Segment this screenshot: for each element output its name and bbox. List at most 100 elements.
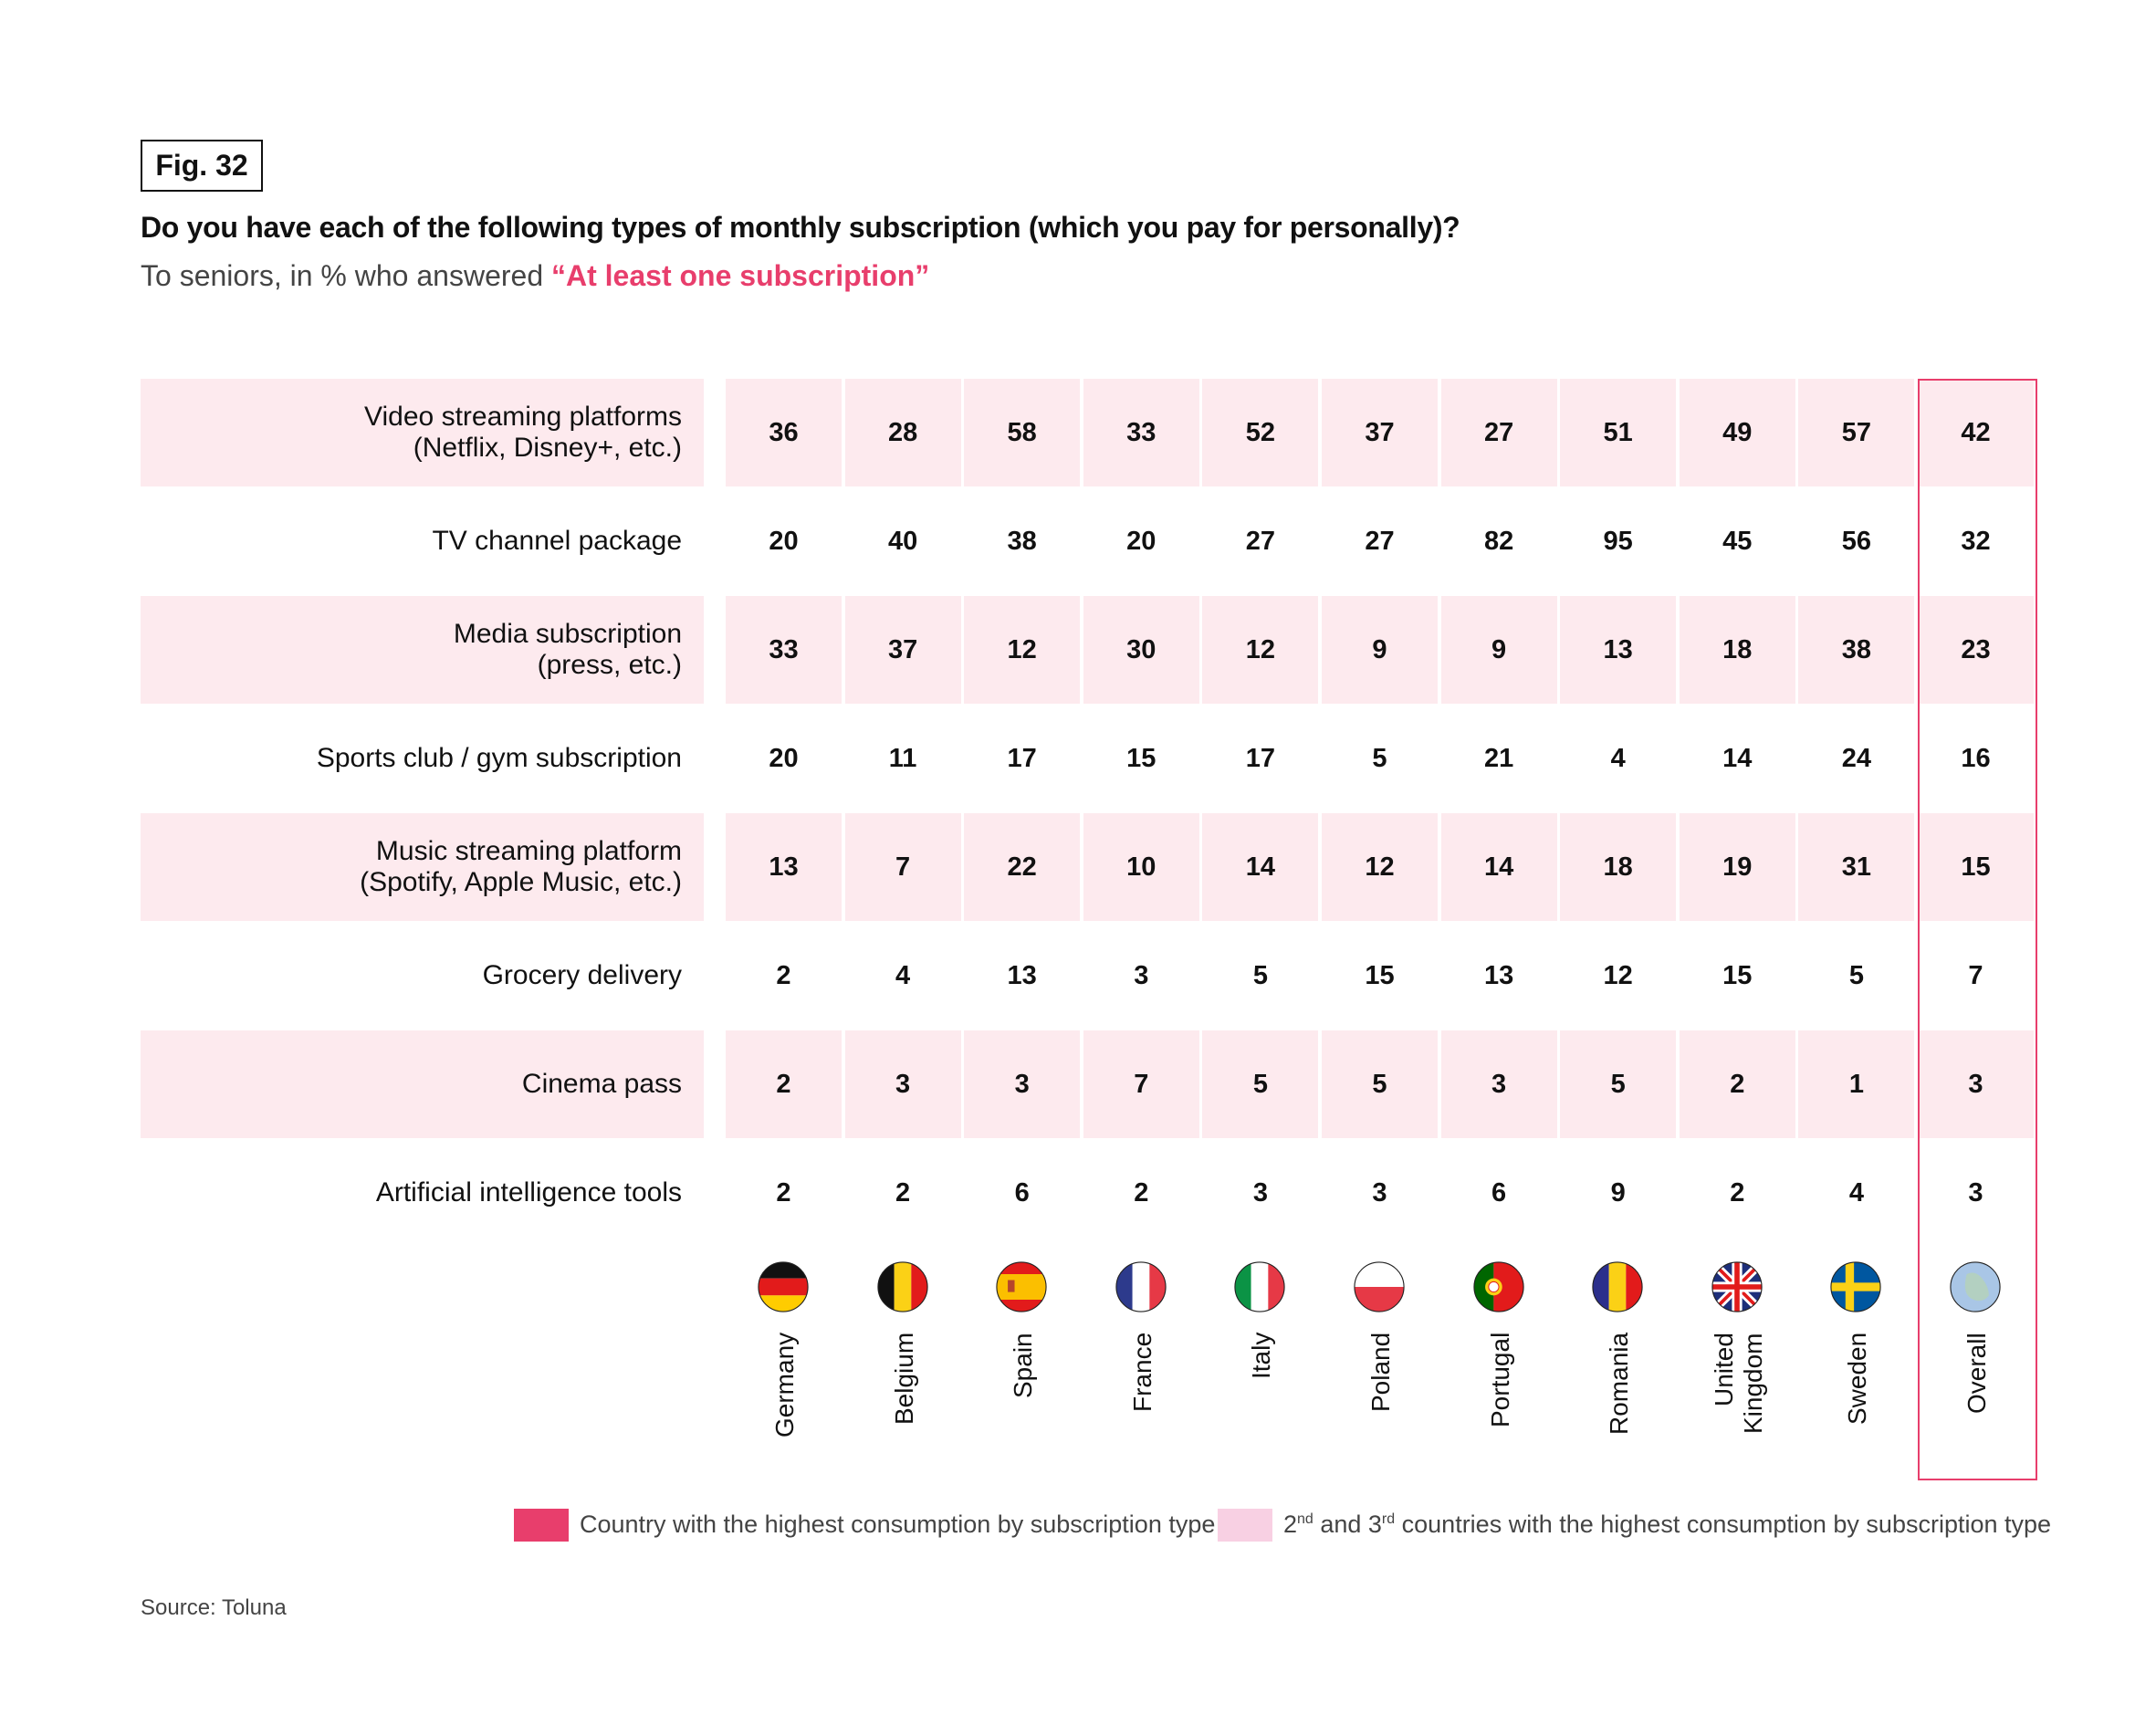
table-cell: 18: [1560, 813, 1677, 921]
table-cell: 22: [964, 813, 1081, 921]
table-cell: 58: [964, 379, 1081, 486]
table-cell: 13: [726, 813, 842, 921]
table-cell: 9: [1440, 596, 1557, 704]
france-flag-icon: [1115, 1261, 1167, 1312]
legend-swatch-highest: [514, 1509, 569, 1542]
legend-sup: nd: [1297, 1511, 1313, 1527]
row-label: Media subscription (press, etc.): [141, 596, 704, 704]
table-cell: 3: [1440, 1030, 1557, 1138]
table-cell: 2: [776, 960, 791, 990]
subtitle-text: To seniors, in % who answered: [141, 259, 551, 292]
table-cell: 33: [726, 596, 842, 704]
table-cell: 7: [1968, 960, 1983, 990]
legend-sup: rd: [1381, 1511, 1396, 1527]
chart-subtitle: To seniors, in % who answered “At least …: [141, 259, 929, 293]
table-cell: 37: [1322, 379, 1438, 486]
table-cell: 15: [1365, 960, 1395, 990]
table-cell: 19: [1679, 813, 1795, 921]
table-cell: 13: [1007, 960, 1037, 990]
row-label: TV channel package: [432, 526, 682, 556]
table-cell: 17: [1245, 743, 1276, 773]
subtitle-highlight: “At least one subscription”: [551, 259, 930, 292]
poland-flag-icon: [1354, 1261, 1405, 1312]
legend-swatch-second-third: [1218, 1509, 1272, 1542]
legend-text: countries with the highest consumption b…: [1395, 1511, 2052, 1538]
table-cell: 15: [1126, 743, 1156, 773]
row-label: Video streaming platforms (Netflix, Disn…: [141, 379, 704, 486]
table-cell: 16: [1961, 743, 1991, 773]
table-cell: 38: [1798, 596, 1915, 704]
table-cell: 30: [1083, 596, 1199, 704]
globe-icon: [1950, 1261, 2001, 1312]
table-cell: 2: [776, 1177, 791, 1208]
table-cell: 6: [1491, 1177, 1507, 1208]
table-cell: 12: [1322, 813, 1438, 921]
germany-flag-icon: [758, 1261, 809, 1312]
table-cell: 95: [1603, 526, 1633, 556]
table-cell: 57: [1798, 379, 1915, 486]
row-label: Cinema pass: [141, 1030, 704, 1138]
chart-title: Do you have each of the following types …: [141, 211, 1460, 244]
source-note: Source: Toluna: [141, 1595, 287, 1620]
table-cell: 45: [1722, 526, 1753, 556]
uk-flag-icon: [1711, 1261, 1763, 1312]
table-cell: 10: [1083, 813, 1199, 921]
table-cell: 7: [844, 813, 961, 921]
table-cell: 20: [769, 743, 799, 773]
table-cell: 18: [1679, 596, 1795, 704]
table-cell: 4: [1610, 743, 1626, 773]
table-cell: 13: [1483, 960, 1514, 990]
table-cell: 3: [1968, 1177, 1983, 1208]
table-cell: 9: [1322, 596, 1438, 704]
table-cell: 14: [1722, 743, 1753, 773]
table-cell: 5: [1202, 1030, 1319, 1138]
table-cell: 4: [1848, 1177, 1864, 1208]
table-cell: 21: [1483, 743, 1514, 773]
table-cell: 6: [1014, 1177, 1030, 1208]
table-cell: 2: [1134, 1177, 1149, 1208]
table-cell: 1: [1798, 1030, 1915, 1138]
table-cell: 31: [1798, 813, 1915, 921]
figure-label: Fig. 32: [141, 140, 263, 192]
italy-flag-icon: [1234, 1261, 1286, 1312]
table-cell: 15: [1722, 960, 1753, 990]
table-cell: 28: [844, 379, 961, 486]
spain-flag-icon: [996, 1261, 1047, 1312]
table-cell: 5: [1322, 1030, 1438, 1138]
table-cell: 24: [1841, 743, 1872, 773]
table-cell: 15: [1918, 813, 2034, 921]
table-cell: 56: [1841, 526, 1872, 556]
portugal-flag-icon: [1472, 1261, 1524, 1312]
table-cell: 11: [888, 743, 917, 773]
table-cell: 5: [1560, 1030, 1677, 1138]
table-cell: 7: [1083, 1030, 1199, 1138]
table-cell: 82: [1483, 526, 1514, 556]
table-cell: 40: [887, 526, 918, 556]
table-cell: 3: [1134, 960, 1149, 990]
belgium-flag-icon: [876, 1261, 928, 1312]
table-cell: 36: [726, 379, 842, 486]
romania-flag-icon: [1592, 1261, 1643, 1312]
table-cell: 3: [964, 1030, 1081, 1138]
table-cell: 9: [1610, 1177, 1626, 1208]
table-cell: 3: [1252, 1177, 1268, 1208]
table-cell: 2: [1679, 1030, 1795, 1138]
table-cell: 52: [1202, 379, 1319, 486]
table-cell: 23: [1918, 596, 2034, 704]
table-cell: 14: [1202, 813, 1319, 921]
row-label: Artificial intelligence tools: [375, 1177, 682, 1208]
table-cell: 2: [1730, 1177, 1745, 1208]
table-cell: 42: [1918, 379, 2034, 486]
table-cell: 5: [1372, 743, 1387, 773]
legend-label-highest: Country with the highest consumption by …: [580, 1511, 1216, 1538]
table-cell: 27: [1245, 526, 1276, 556]
table-cell: 5: [1848, 960, 1864, 990]
sweden-flag-icon: [1830, 1261, 1882, 1312]
table-cell: 27: [1365, 526, 1395, 556]
legend-text: 2: [1283, 1511, 1298, 1538]
table-cell: 51: [1560, 379, 1677, 486]
table-cell: 38: [1007, 526, 1037, 556]
row-label: Grocery delivery: [482, 960, 682, 990]
table-cell: 37: [844, 596, 961, 704]
legend-label-second-third: 2nd and 3rd countries with the highest c…: [1283, 1511, 2051, 1539]
